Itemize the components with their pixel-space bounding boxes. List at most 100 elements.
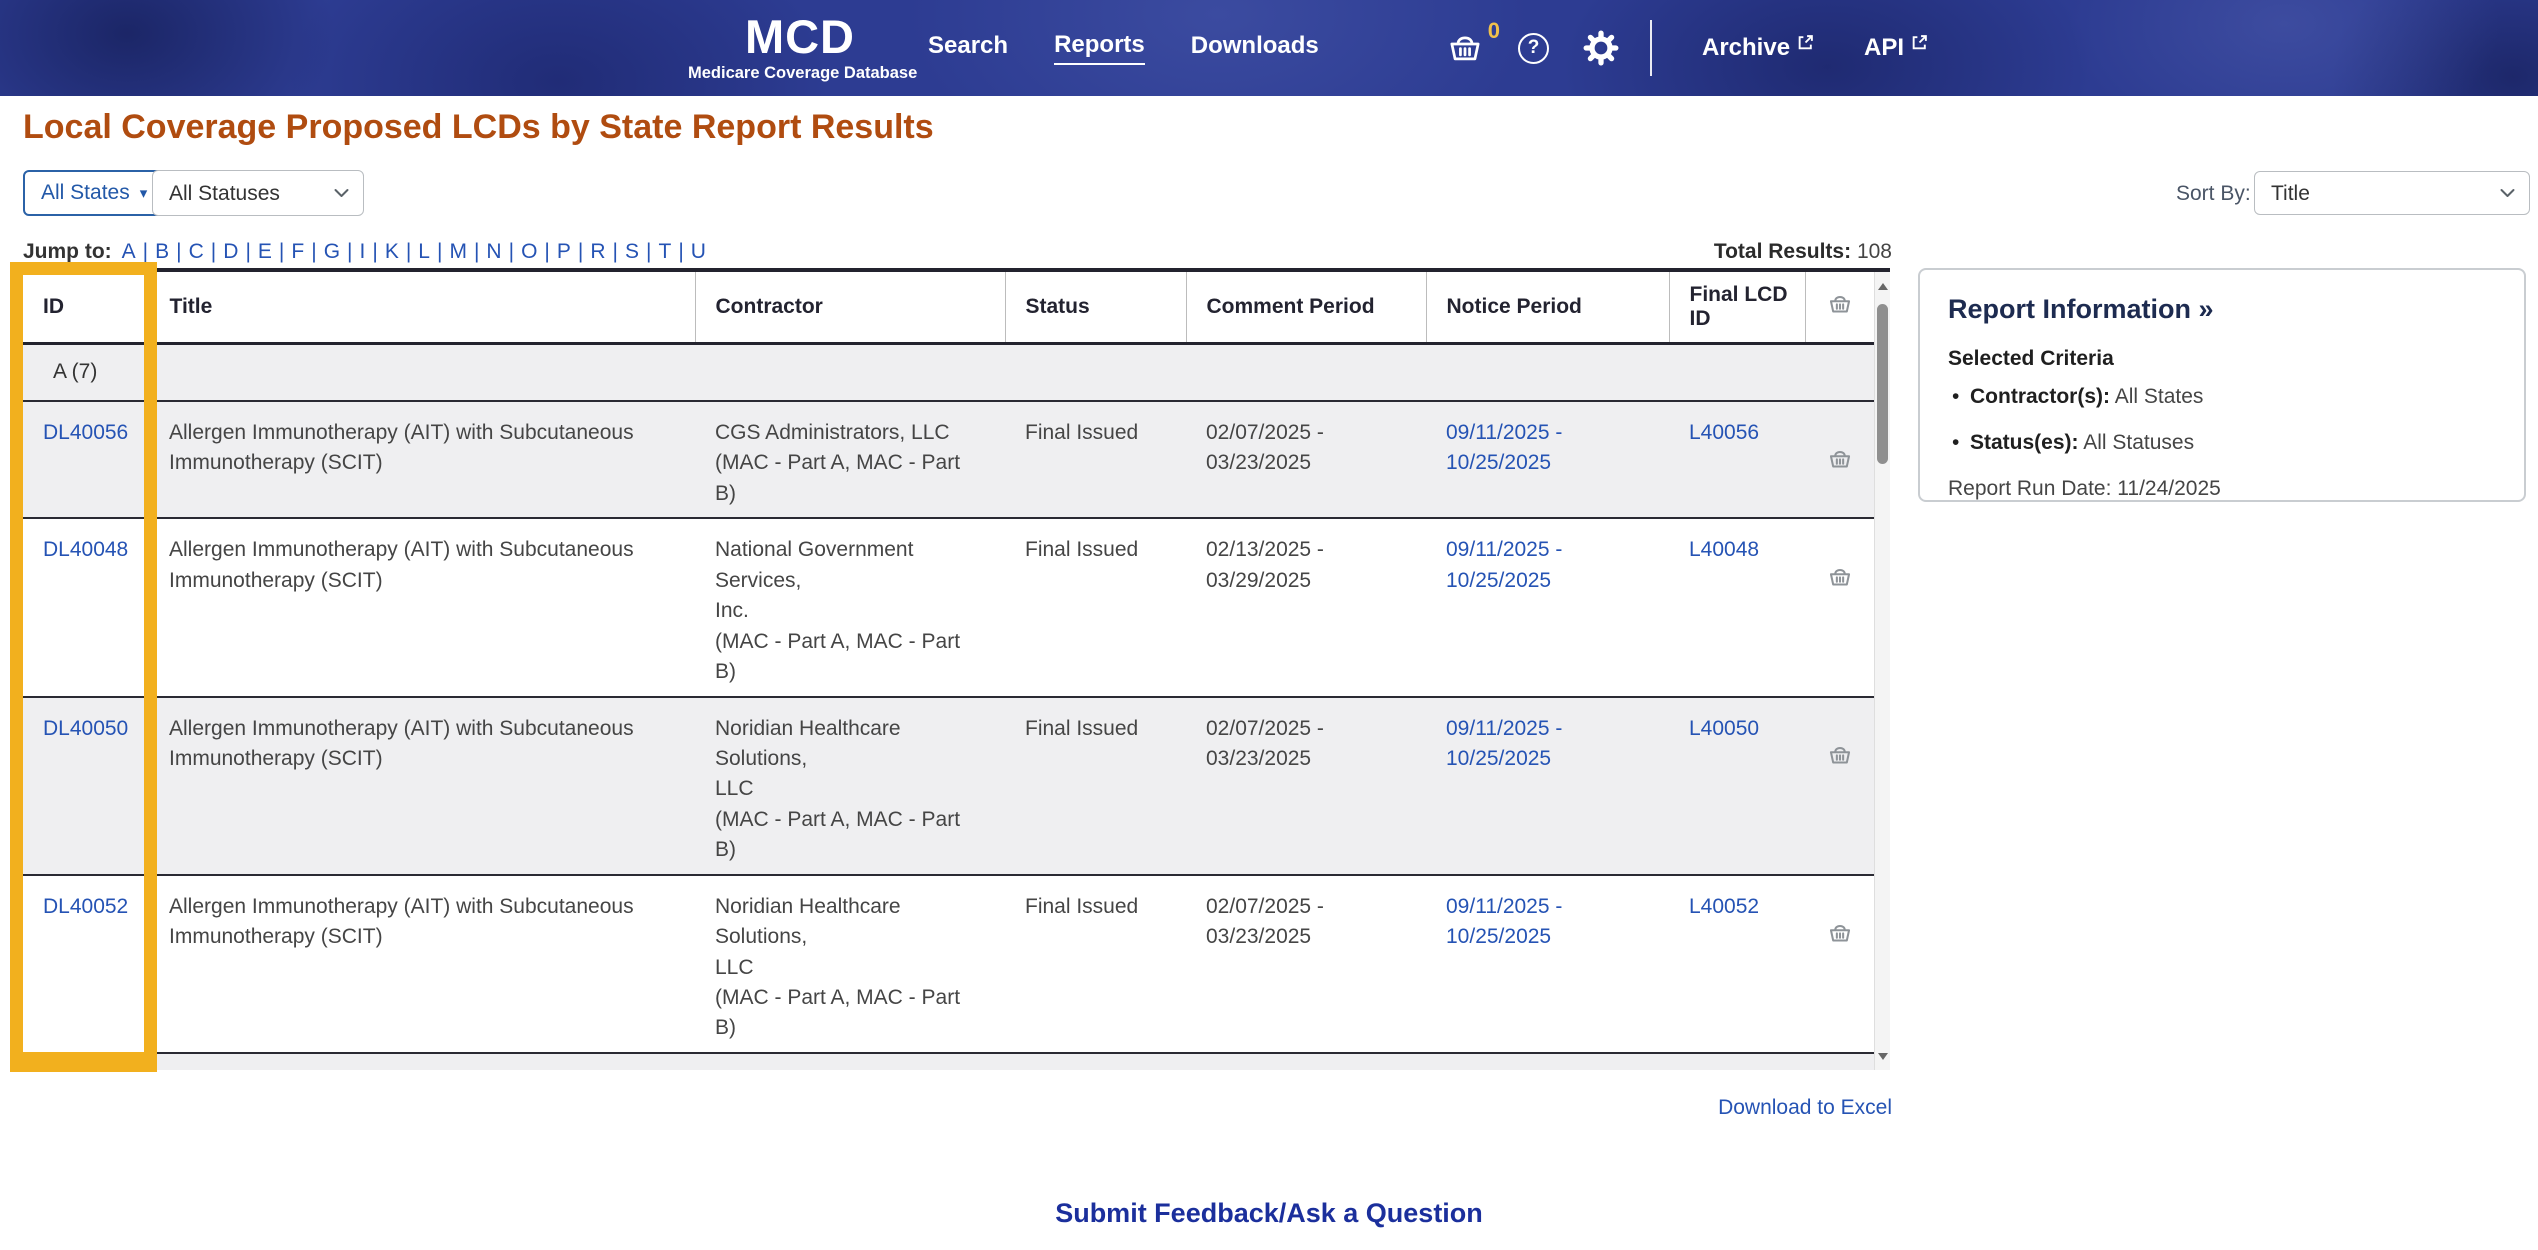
basket-icon[interactable]: 0 — [1446, 18, 1500, 64]
col-header-contractor: Contractor — [695, 272, 1006, 345]
add-to-basket-icon[interactable] — [1827, 535, 1853, 618]
archive-link[interactable]: Archive — [1702, 34, 1814, 62]
notice-period-link[interactable]: 09/11/2025 - 10/25/2025 — [1446, 716, 1563, 770]
jump-letter-r[interactable]: R — [590, 240, 625, 264]
jump-to-label: Jump to: — [23, 240, 112, 263]
settings-gear-icon[interactable] — [1583, 30, 1619, 66]
jump-letter-a[interactable]: A — [122, 240, 155, 264]
table-row: DL40046 Allergen Immunotherapy (AIT) wit… — [23, 1051, 1874, 1070]
logo-title: MCD — [744, 10, 856, 63]
final-lcd-id-link[interactable]: L40048 — [1689, 538, 1760, 562]
total-results-value: 108 — [1856, 240, 1892, 263]
criteria-value: All Statuses — [2083, 431, 2195, 454]
report-information-heading[interactable]: Report Information » — [1948, 294, 2214, 324]
notice-period-link[interactable]: 09/11/2025 - 10/25/2025 — [1446, 894, 1563, 949]
comment-period: 02/07/2025 - 03/23/2025 — [1186, 873, 1426, 1053]
vertical-scrollbar[interactable] — [1874, 272, 1890, 1070]
notice-period-link[interactable]: 09/11/2025 - 10/25/2025 — [1446, 538, 1563, 592]
contractor: Palmetto GBA (MAC - Part A, MAC - Part B… — [695, 1051, 1005, 1070]
sort-by-label: Sort By: — [2176, 182, 2251, 205]
external-links: Archive API — [1702, 0, 1928, 96]
col-header-title: Title — [149, 272, 696, 345]
external-link-icon — [1912, 35, 1927, 50]
lcd-title: Allergen Immunotherapy (AIT) with Subcut… — [149, 399, 695, 519]
add-to-basket-icon[interactable] — [1827, 892, 1853, 975]
jump-to-row: Jump to: A B C D E F G I K L M N O P R S… — [23, 240, 706, 264]
jump-letter-i[interactable]: I — [360, 240, 385, 264]
jump-letter-t[interactable]: T — [658, 240, 690, 264]
status: Final Issued — [1005, 1051, 1186, 1070]
jump-letter-f[interactable]: F — [291, 240, 323, 264]
lcd-id-link[interactable]: DL40048 — [43, 538, 129, 562]
jump-letter-k[interactable]: K — [385, 240, 418, 264]
col-header-id: ID — [23, 272, 150, 345]
lcd-id-link[interactable]: DL40052 — [43, 894, 129, 918]
results-scroll-area: ID Title Contractor Status Comment Perio… — [23, 272, 1874, 1070]
feedback-row: Submit Feedback/Ask a Question — [0, 1198, 2538, 1229]
lcd-id-link[interactable]: DL40056 — [43, 421, 129, 444]
group-label: A (7) — [23, 343, 1874, 401]
api-link[interactable]: API — [1864, 34, 1928, 62]
logo-subtitle: Medicare Coverage Database — [688, 64, 918, 83]
jump-letter-n[interactable]: N — [486, 240, 521, 264]
jump-letter-o[interactable]: O — [521, 240, 557, 264]
nav-downloads[interactable]: Downloads — [1190, 32, 1319, 59]
statuses-select-wrap: All Statuses — [152, 170, 364, 216]
total-results: Total Results: 108 — [1492, 240, 1892, 264]
comment-period: 02/07/2025 - 03/23/2025 — [1186, 695, 1426, 875]
header-icons: 0 ? — [1446, 0, 1619, 96]
status: Final Issued — [1005, 873, 1186, 1053]
jump-letter-g[interactable]: G — [324, 240, 360, 264]
basket-count-badge: 0 — [1487, 18, 1500, 43]
jump-letter-c[interactable]: C — [189, 240, 224, 264]
selected-criteria-heading: Selected Criteria — [1948, 347, 2114, 370]
scroll-up-arrow[interactable] — [1875, 274, 1890, 298]
notice-period-link[interactable]: 09/11/2025 - 10/25/2025 — [1446, 421, 1563, 475]
col-header-final-lcd-id: Final LCD ID — [1669, 272, 1806, 345]
add-to-basket-icon[interactable] — [1827, 714, 1853, 797]
final-lcd-id-link[interactable]: L40052 — [1689, 894, 1760, 918]
table-row: DL40056 Allergen Immunotherapy (AIT) wit… — [23, 399, 1874, 519]
report-run-date-value: 11/24/2025 — [2117, 477, 2221, 500]
final-lcd-id-link[interactable]: L40050 — [1689, 716, 1760, 740]
submit-feedback-link[interactable]: Submit Feedback/Ask a Question — [1055, 1198, 1483, 1228]
lcd-title: Allergen Immunotherapy (AIT) with Subcut… — [149, 873, 695, 1053]
sort-by-select[interactable]: Title — [2254, 171, 2530, 215]
jump-letter-m[interactable]: M — [449, 240, 486, 264]
page-title: Local Coverage Proposed LCDs by State Re… — [23, 108, 934, 146]
status: Final Issued — [1005, 695, 1186, 875]
lcd-id-link[interactable]: DL40050 — [43, 716, 129, 740]
status: Final Issued — [1005, 517, 1186, 697]
all-states-dropdown-button[interactable]: All States ▾ — [23, 170, 166, 216]
statuses-select[interactable]: All Statuses — [152, 170, 364, 216]
criteria-item-statuses: Status(es): All Statuses — [1948, 431, 2496, 455]
scrollbar-thumb[interactable] — [1877, 304, 1888, 464]
jump-letter-p[interactable]: P — [557, 240, 590, 264]
report-run-date: Report Run Date: 11/24/2025 — [1948, 477, 2496, 501]
jump-letter-u[interactable]: U — [690, 240, 706, 263]
jump-letter-s[interactable]: S — [625, 240, 658, 264]
external-link-icon — [1798, 35, 1813, 50]
help-icon[interactable]: ? — [1518, 32, 1549, 64]
download-to-excel-link[interactable]: Download to Excel — [1718, 1096, 1892, 1119]
final-lcd-id-link[interactable]: L40056 — [1689, 421, 1760, 444]
jump-letter-b[interactable]: B — [155, 240, 188, 264]
api-label: API — [1864, 34, 1905, 61]
table-row: DL40048 Allergen Immunotherapy (AIT) wit… — [23, 517, 1874, 697]
contractor: CGS Administrators, LLC (MAC - Part A, M… — [695, 399, 1005, 519]
add-to-basket-icon[interactable] — [1827, 418, 1853, 501]
mcd-logo[interactable]: MCD Medicare Coverage Database — [688, 10, 918, 83]
scroll-down-arrow[interactable] — [1875, 1044, 1890, 1068]
col-header-notice-period: Notice Period — [1426, 272, 1670, 345]
table-row: DL40050 Allergen Immunotherapy (AIT) wit… — [23, 695, 1874, 875]
contractor: National Government Services, Inc. (MAC … — [695, 517, 1005, 697]
jump-letter-d[interactable]: D — [223, 240, 258, 264]
jump-letter-l[interactable]: L — [418, 240, 449, 264]
nav-search[interactable]: Search — [928, 32, 1009, 59]
nav-reports[interactable]: Reports — [1054, 31, 1145, 65]
total-results-label: Total Results: — [1713, 240, 1852, 263]
criteria-label: Contractor(s): — [1970, 385, 2110, 408]
group-header-row: A (7) — [23, 343, 1874, 401]
comment-period: 02/13/2025 - 03/29/2025 — [1186, 517, 1426, 697]
jump-letter-e[interactable]: E — [258, 240, 291, 264]
